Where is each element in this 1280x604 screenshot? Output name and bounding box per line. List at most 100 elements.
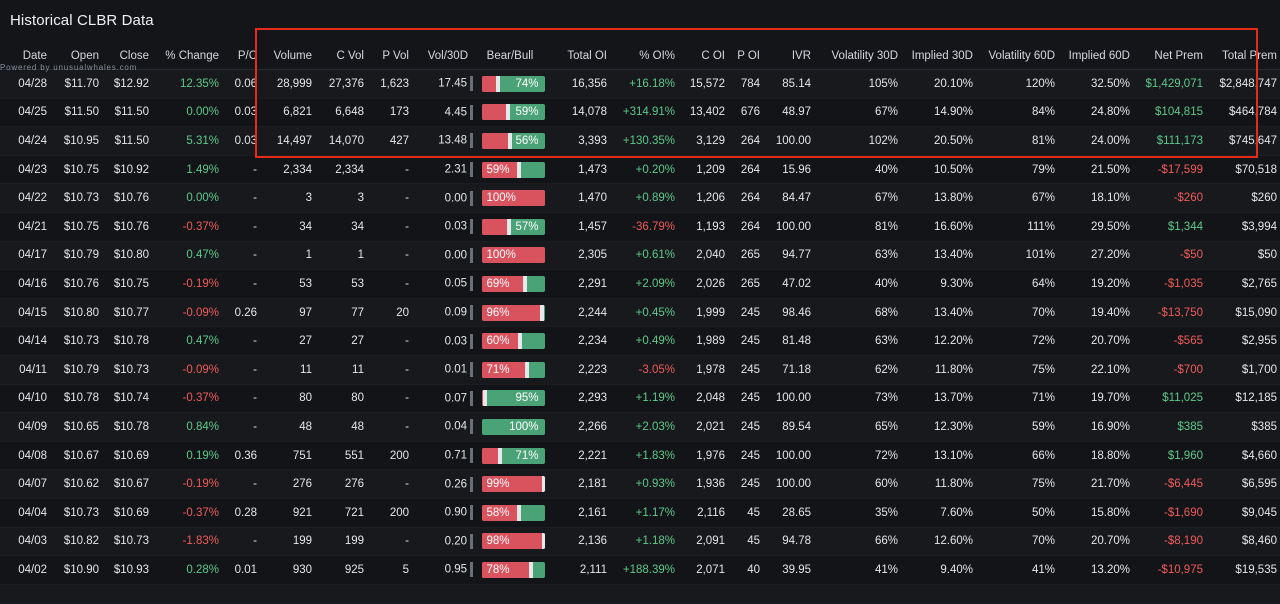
column-header-total-oi[interactable]: Total OI (552, 43, 613, 70)
cell-i60: 18.10% (1061, 183, 1136, 213)
bear-bull-bar: 69% (481, 275, 545, 292)
cell-coi: 2,116 (681, 498, 731, 528)
cell-net-prem: -$1,690 (1136, 498, 1209, 528)
cell-change: -0.37% (155, 384, 225, 414)
bear-bull-bar: 56% (481, 132, 545, 149)
cell-i60: 29.50% (1061, 212, 1136, 242)
cell-cvol: 27 (318, 326, 370, 356)
column-header-implied-30d[interactable]: Implied 30D (904, 43, 979, 70)
cell-vol30d: 4.45 (415, 98, 474, 128)
cell-total-oi: 1,473 (552, 155, 613, 185)
cell-pvol: - (370, 183, 415, 213)
cell-total-oi: 2,291 (552, 269, 613, 299)
table-row[interactable]: 04/04 $10.73 $10.69 -0.37% 0.28 921 721 200 0.90… (0, 498, 1280, 528)
cell-poi: 245 (731, 326, 766, 356)
column-header-bear-bull[interactable]: Bear/Bull (474, 43, 552, 70)
bear-bull-cell: 96% (474, 298, 552, 328)
table-row[interactable]: 04/25 $11.50 $11.50 0.00% 0.03 6,821 6,648 173 4… (0, 98, 1280, 128)
table-row[interactable]: 04/22 $10.73 $10.76 0.00% -3 3-0.00 100% 1,470 +… (0, 183, 1280, 213)
column-header-date[interactable]: Date (0, 43, 53, 70)
table-row[interactable]: 04/08 $10.67 $10.69 0.19% 0.36 751 551 200 0.71 7… (0, 441, 1280, 471)
column-header-p-oi[interactable]: P OI (731, 43, 766, 70)
column-header-p-vol[interactable]: P Vol (370, 43, 415, 70)
cell-oi-pct: +0.61% (613, 241, 681, 271)
cell-oi-pct: +0.45% (613, 298, 681, 328)
cell-pc: - (225, 155, 263, 185)
cell-open: $10.75 (53, 155, 105, 185)
cell-v30: 72% (817, 441, 904, 471)
column-header-net-prem[interactable]: Net Prem (1136, 43, 1209, 70)
vol-30d-indicator (470, 76, 473, 92)
cell-total-oi: 2,293 (552, 384, 613, 414)
column-header-implied-60d[interactable]: Implied 60D (1061, 43, 1136, 70)
bear-bull-label: 60% (486, 335, 510, 348)
cell-oi-pct: +0.93% (613, 469, 681, 499)
cell-ivr: 94.77 (766, 241, 817, 271)
cell-ivr: 100.00 (766, 126, 817, 156)
cell-pc: 0.06 (225, 69, 263, 99)
vol-30d-indicator (470, 448, 473, 464)
cell-pvol: 20 (370, 298, 415, 328)
table-row[interactable]: 04/23 $10.75 $10.92 1.49% -2,334 2,334-2.31 59… (0, 155, 1280, 185)
table-row[interactable]: 04/24 $10.95 $11.50 5.31% 0.03 14,497 14,070 42… (0, 126, 1280, 156)
cell-total-oi: 3,393 (552, 126, 613, 156)
cell-volume: 48 (263, 412, 318, 442)
table-row[interactable]: 04/21 $10.75 $10.76 -0.37% -34 34-0.03 57% 1,45… (0, 212, 1280, 242)
table-row[interactable]: 04/09 $10.65 $10.78 0.84% -48 48-0.04 100% 2,26… (0, 412, 1280, 442)
column-header-total-prem[interactable]: Total Prem (1209, 43, 1280, 70)
column-header-volatility-60d[interactable]: Volatility 60D (979, 43, 1061, 70)
table-row[interactable]: 04/02 $10.90 $10.93 0.28% 0.01 930 925 5 0.95 78%… (0, 555, 1280, 585)
bear-bull-label: 100% (486, 249, 516, 262)
column-header-ivr[interactable]: IVR (766, 43, 817, 70)
cell-poi: 40 (731, 555, 766, 585)
cell-coi: 2,021 (681, 412, 731, 442)
table-row[interactable]: 04/15 $10.80 $10.77 -0.09% 0.26 97 77 20 0.09 96%… (0, 298, 1280, 328)
column-header-close[interactable]: Close (105, 43, 155, 70)
table-row[interactable]: 04/28 $11.70 $12.92 12.35% 0.06 28,999 27,376 1… (0, 69, 1280, 99)
table-row[interactable]: 04/03 $10.82 $10.73 -1.83% -199 199-0.20 98% 2,… (0, 527, 1280, 557)
column-header-volume[interactable]: Volume (263, 43, 318, 70)
table-row[interactable]: 04/10 $10.78 $10.74 -0.37% -80 80-0.07 95% 2,29… (0, 384, 1280, 414)
cell-coi: 2,048 (681, 384, 731, 414)
cell-date: 04/04 (0, 498, 53, 528)
vol-30d-indicator (470, 305, 473, 321)
cell-vol30d: 0.04 (415, 412, 474, 442)
cell-cvol: 721 (318, 498, 370, 528)
bear-bull-cell: 56% (474, 126, 552, 156)
cell-total-prem: $9,045 (1209, 498, 1280, 528)
cell-oi-pct: +16.18% (613, 69, 681, 99)
column-header-change[interactable]: % Change (155, 43, 225, 70)
cell-total-prem: $385 (1209, 412, 1280, 442)
cell-i60: 24.80% (1061, 98, 1136, 128)
column-header-volatility-30d[interactable]: Volatility 30D (817, 43, 904, 70)
cell-total-oi: 2,111 (552, 555, 613, 585)
cell-v60: 66% (979, 441, 1061, 471)
table-row[interactable]: 04/17 $10.79 $10.80 0.47% -1 1-0.00 100% 2,305 +… (0, 241, 1280, 271)
cell-coi: 15,572 (681, 69, 731, 99)
bear-bull-label: 69% (486, 277, 510, 290)
column-header-p-c[interactable]: P/C (225, 43, 263, 70)
cell-i30: 9.30% (904, 269, 979, 299)
column-header-vol-30d[interactable]: Vol/30D (415, 43, 474, 70)
cell-change: 0.19% (155, 441, 225, 471)
column-header-c-vol[interactable]: C Vol (318, 43, 370, 70)
cell-close: $10.67 (105, 469, 155, 499)
table-row[interactable]: 04/07 $10.62 $10.67 -0.19% -276 276-0.26 99% 2,… (0, 469, 1280, 499)
cell-i60: 24.00% (1061, 126, 1136, 156)
column-header-c-oi[interactable]: C OI (681, 43, 731, 70)
cell-change: 0.47% (155, 326, 225, 356)
table-row[interactable]: 04/14 $10.73 $10.78 0.47% -27 27-0.03 60% 2,234… (0, 326, 1280, 356)
cell-total-prem: $260 (1209, 183, 1280, 213)
table-row[interactable]: 04/16 $10.76 $10.75 -0.19% -53 53-0.05 69% 2,29… (0, 269, 1280, 299)
cell-oi-pct: +0.89% (613, 183, 681, 213)
cell-i60: 16.90% (1061, 412, 1136, 442)
column-header-open[interactable]: Open (53, 43, 105, 70)
column-header-oi[interactable]: % OI% (613, 43, 681, 70)
cell-pc: 0.36 (225, 441, 263, 471)
table-row[interactable]: 04/11 $10.79 $10.73 -0.09% -11 11-0.01 71% 2,22… (0, 355, 1280, 385)
vol-30d-indicator (470, 162, 473, 178)
cell-vol30d: 0.05 (415, 269, 474, 299)
cell-poi: 264 (731, 183, 766, 213)
cell-vol30d: 2.31 (415, 155, 474, 185)
cell-i30: 12.30% (904, 412, 979, 442)
